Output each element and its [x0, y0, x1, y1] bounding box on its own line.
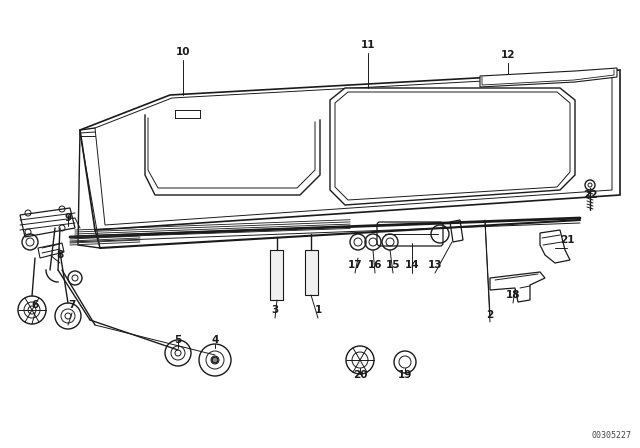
FancyBboxPatch shape — [377, 222, 443, 246]
Polygon shape — [540, 230, 570, 263]
Text: 11: 11 — [361, 40, 375, 50]
Polygon shape — [480, 68, 617, 87]
Text: 6: 6 — [31, 300, 38, 310]
Polygon shape — [305, 250, 318, 295]
Text: 17: 17 — [348, 260, 362, 270]
Text: 2: 2 — [486, 310, 493, 320]
Text: 00305227: 00305227 — [592, 431, 632, 440]
Text: 19: 19 — [398, 370, 412, 380]
Text: 22: 22 — [583, 190, 597, 200]
Text: 13: 13 — [428, 260, 442, 270]
Text: 9: 9 — [65, 213, 72, 223]
Circle shape — [212, 357, 218, 363]
Text: 20: 20 — [353, 370, 367, 380]
Text: 1: 1 — [314, 305, 322, 315]
Text: 10: 10 — [176, 47, 190, 57]
Polygon shape — [330, 88, 575, 205]
Text: 21: 21 — [560, 235, 574, 245]
Text: 14: 14 — [404, 260, 419, 270]
Text: 12: 12 — [500, 50, 515, 60]
Text: 18: 18 — [506, 290, 520, 300]
Text: 4: 4 — [211, 335, 219, 345]
Text: 15: 15 — [386, 260, 400, 270]
Polygon shape — [270, 250, 283, 300]
Text: 3: 3 — [271, 305, 278, 315]
Text: 7: 7 — [68, 300, 76, 310]
Text: 8: 8 — [56, 250, 63, 260]
Text: 5: 5 — [174, 335, 182, 345]
Text: 16: 16 — [368, 260, 382, 270]
Polygon shape — [490, 272, 545, 302]
